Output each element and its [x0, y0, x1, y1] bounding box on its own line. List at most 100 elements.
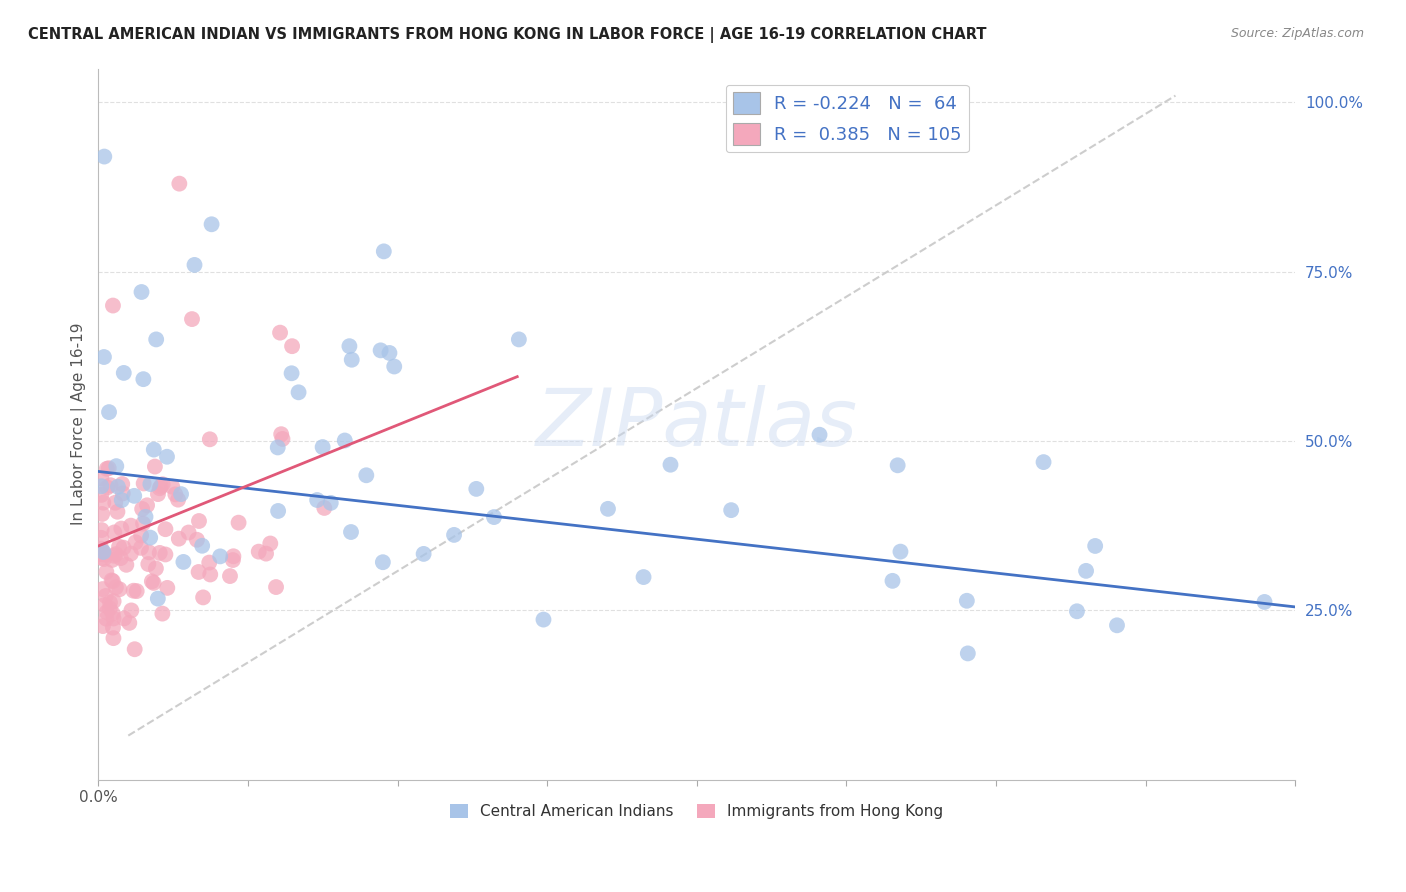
Point: [152, 477, 174, 491]
Point: [91, 496, 114, 510]
Point: [508, 333, 530, 347]
Point: [93, 350, 115, 364]
Point: [98, 405, 121, 419]
Point: [956, 647, 979, 661]
Point: [112, 541, 135, 555]
Point: [281, 339, 304, 353]
Point: [149, 479, 172, 493]
Point: [136, 557, 159, 571]
Point: [90, 479, 112, 493]
Point: [104, 547, 127, 561]
Point: [162, 480, 184, 494]
Point: [443, 528, 465, 542]
Point: [129, 528, 152, 542]
Point: [191, 591, 214, 605]
Point: [200, 217, 222, 231]
Point: [100, 478, 122, 492]
Point: [155, 548, 177, 562]
Point: [382, 359, 405, 374]
Point: [108, 540, 131, 554]
Point: [596, 501, 619, 516]
Point: [96, 480, 118, 494]
Point: [91, 507, 114, 521]
Point: [271, 432, 294, 446]
Point: [104, 496, 127, 510]
Point: [101, 607, 124, 621]
Point: [198, 556, 221, 570]
Point: [103, 631, 125, 645]
Point: [97, 461, 120, 475]
Point: [259, 536, 281, 550]
Point: [311, 440, 333, 454]
Point: [412, 547, 434, 561]
Point: [98, 601, 121, 615]
Point: [129, 541, 152, 555]
Point: [142, 575, 165, 590]
Point: [111, 477, 134, 491]
Point: [270, 427, 292, 442]
Point: [167, 532, 190, 546]
Point: [1084, 539, 1107, 553]
Point: [1066, 604, 1088, 618]
Point: [886, 458, 908, 473]
Point: [169, 177, 191, 191]
Point: [333, 434, 356, 448]
Point: [370, 343, 392, 358]
Point: [90, 471, 112, 485]
Point: [132, 372, 155, 386]
Point: [280, 366, 302, 380]
Point: [339, 339, 361, 353]
Point: [93, 598, 115, 612]
Point: [90, 531, 112, 545]
Point: [371, 555, 394, 569]
Text: ZIPatlas: ZIPatlas: [536, 385, 858, 463]
Point: [149, 481, 172, 495]
Point: [167, 492, 190, 507]
Point: [100, 574, 122, 588]
Point: [149, 546, 172, 560]
Point: [633, 570, 655, 584]
Point: [1253, 595, 1275, 609]
Point: [200, 567, 222, 582]
Point: [94, 589, 117, 603]
Point: [91, 550, 114, 565]
Point: [90, 547, 112, 561]
Point: [808, 427, 831, 442]
Point: [156, 450, 179, 464]
Point: [264, 580, 287, 594]
Point: [111, 493, 134, 508]
Point: [247, 544, 270, 558]
Point: [287, 385, 309, 400]
Point: [91, 582, 114, 596]
Point: [156, 581, 179, 595]
Point: [720, 503, 742, 517]
Point: [139, 531, 162, 545]
Point: [104, 580, 127, 594]
Point: [186, 533, 208, 547]
Point: [1032, 455, 1054, 469]
Point: [132, 476, 155, 491]
Point: [112, 366, 135, 380]
Point: [110, 551, 132, 566]
Point: [882, 574, 904, 588]
Point: [131, 285, 153, 299]
Text: Source: ZipAtlas.com: Source: ZipAtlas.com: [1230, 27, 1364, 40]
Point: [177, 525, 200, 540]
Point: [533, 613, 555, 627]
Point: [122, 583, 145, 598]
Point: [122, 489, 145, 503]
Point: [191, 539, 214, 553]
Point: [90, 488, 112, 502]
Point: [93, 150, 115, 164]
Point: [135, 509, 157, 524]
Point: [103, 611, 125, 625]
Text: CENTRAL AMERICAN INDIAN VS IMMIGRANTS FROM HONG KONG IN LABOR FORCE | AGE 16-19 : CENTRAL AMERICAN INDIAN VS IMMIGRANTS FR…: [28, 27, 987, 43]
Point: [378, 346, 401, 360]
Point: [96, 565, 118, 579]
Point: [181, 312, 204, 326]
Point: [115, 558, 138, 572]
Point: [93, 552, 115, 566]
Point: [107, 480, 129, 494]
Point: [103, 549, 125, 563]
Point: [90, 541, 112, 556]
